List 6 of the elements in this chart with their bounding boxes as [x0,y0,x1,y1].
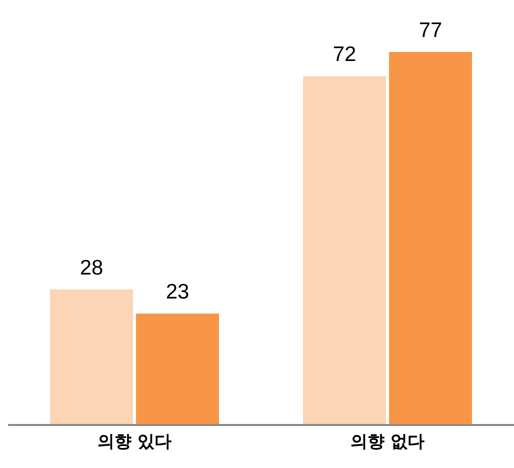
data-label: 28 [80,256,104,280]
data-label: 23 [166,280,190,304]
data-label: 72 [332,43,356,66]
x-tick-label: 의향 있다 [98,432,172,452]
x-tick-label: 의향 없다 [350,432,424,452]
data-label: 77 [418,19,442,42]
